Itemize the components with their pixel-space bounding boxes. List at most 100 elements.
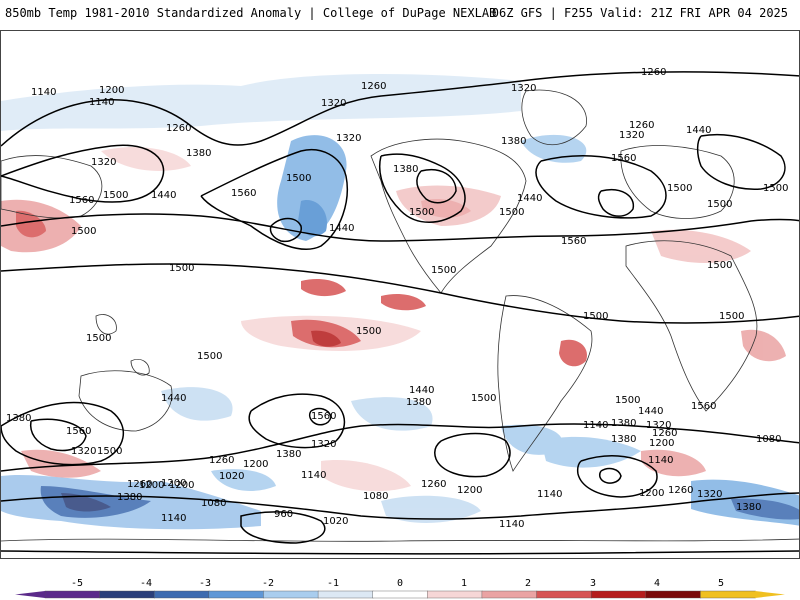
contour-label: 1140 [161,513,186,524]
contour-label: 1500 [667,183,692,194]
contour-label: 1200 [639,488,664,499]
contour-label: 1320 [619,130,644,141]
contour-label: 1440 [686,125,711,136]
negative-anomaly-shading [1,74,799,530]
contour-label: 1500 [583,311,608,322]
contour-label: 960 [274,509,293,520]
contour-label: 1200 [243,459,268,470]
contour-label: 1440 [161,393,186,404]
colorbar-tick: 0 [397,578,403,589]
colorbar-swatch [263,590,319,599]
height-contours [1,71,799,555]
coastlines [1,89,799,542]
contour-label: 1200 [649,438,674,449]
contour-label: 1140 [583,420,608,431]
contour-label: 1200 [457,485,482,496]
contour-label: 1200 [99,85,124,96]
contour-label: 1200 [139,480,164,491]
colorbar-swatch [700,590,756,599]
contour-label: 1560 [311,411,336,422]
contour-label: 1380 [611,418,636,429]
europe-outline [620,145,735,219]
contour-label: 1500 [71,226,96,237]
colorbar-tick: -5 [71,578,83,589]
contour-label: 1560 [231,188,256,199]
contour-label: 1260 [361,81,386,92]
asia-outline [1,155,103,219]
contour-label: 1260 [127,479,152,490]
contour-label: 1380 [611,434,636,445]
contour-label: 1500 [471,393,496,404]
contour-label: 1440 [151,190,176,201]
contour-label: 1140 [301,470,326,481]
colorbar-swatch [427,590,483,599]
colorbar-tick: 3 [590,578,596,589]
australia-outline [78,370,173,432]
contour-label: 1080 [756,434,781,445]
contour-label: 1500 [86,333,111,344]
contour-label: 1560 [69,195,94,206]
run-info: 06Z GFS | F255 Valid: 21Z FRI APR 04 202… [491,6,788,20]
contour-label: 1560 [691,401,716,412]
map-title: 850mb Temp 1981-2010 Standardized Anomal… [5,6,497,20]
contour-label: 1380 [117,492,142,503]
contour-label: 1380 [406,397,431,408]
contour-label: 1260 [668,485,693,496]
contour-label: 1500 [719,311,744,322]
contour-label: 1320 [511,83,536,94]
contour-label: 1260 [641,67,666,78]
contour-label: 1560 [561,236,586,247]
colorbar-tick: -2 [262,578,274,589]
colorbar-swatch [99,590,155,599]
contour-label: 1020 [219,471,244,482]
contour-label: 1440 [409,385,434,396]
south-america-outline [497,295,593,472]
contour-label: 1140 [31,87,56,98]
contour-label: 1320 [646,420,671,431]
map-panel[interactable]: 1200 1140 1260 1320 1320 1260 1260 1140 … [0,30,800,559]
contour-label: 1140 [537,489,562,500]
colorbar-tick: -1 [327,578,339,589]
contour-label: 1500 [286,173,311,184]
contour-label: 1200 [169,480,194,491]
colorbar-tick: 2 [525,578,531,589]
colorbar-swatch [317,590,374,599]
colorbar-swatches [15,590,785,599]
contour-label: 1140 [648,455,673,466]
colorbar-swatch [44,590,101,599]
colorbar-swatch [481,590,538,599]
contour-label: 1080 [201,498,226,509]
contour-label: 1320 [336,133,361,144]
contour-label: 1320 [697,489,722,500]
contour-label: 1440 [638,406,663,417]
contour-label: 1260 [629,120,654,131]
colorbar-svg: -5 -4 -3 -2 -1 0 1 2 3 4 5 [15,578,785,599]
colorbar-swatch [536,590,592,599]
contour-label: 1320 [91,157,116,168]
contour-label: 1320 [71,446,96,457]
contour-label: 1260 [166,123,191,134]
contour-label: 1080 [363,491,388,502]
contour-label-group: 1200 1140 1260 1320 1320 1260 1260 1140 … [6,67,788,530]
contour-label: 1320 [321,98,346,109]
contour-label: 1380 [186,148,211,159]
colorbar-tick: 1 [461,578,467,589]
southeast-asia-islands [95,314,150,376]
contour-label: 1560 [66,426,91,437]
greenland-outline [521,89,587,145]
contour-label: 1260 [652,428,677,439]
colorbar-right-arrow [755,591,785,598]
contour-label: 1440 [517,193,542,204]
contour-label: 1560 [611,153,636,164]
contour-label: 1380 [393,164,418,175]
contour-label: 1500 [707,260,732,271]
contour-label: 1320 [311,439,336,450]
contour-label: 1380 [276,449,301,460]
colorbar-tick-labels: -5 -4 -3 -2 -1 0 1 2 3 4 5 [71,578,724,589]
contour-label: 1500 [97,446,122,457]
colorbar-tick: -3 [199,578,211,589]
contour-label: 1020 [323,516,348,527]
colorbar-swatch [645,590,702,599]
contour-label: 1500 [197,351,222,362]
contour-label: 1380 [6,413,31,424]
